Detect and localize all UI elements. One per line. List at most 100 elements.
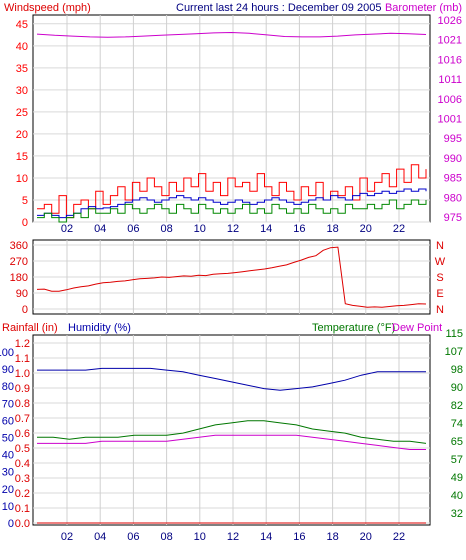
rainfall-tick-label: 1.1 <box>15 353 30 365</box>
hour-tick-label: 12 <box>227 223 239 235</box>
temperature-tick-label: 49 <box>451 472 463 484</box>
hour-tick-label: 20 <box>360 223 372 235</box>
windspeed-tick-label: 5 <box>22 195 28 207</box>
barometer-tick-label: 990 <box>444 153 462 165</box>
compass-tick-label: S <box>436 272 443 284</box>
hour-tick-label: 14 <box>260 531 272 543</box>
rainfall-tick-label: 0.2 <box>15 488 30 500</box>
temperature-tick-label: 74 <box>451 418 463 430</box>
hour-tick-label: 10 <box>194 531 206 543</box>
direction-tick-label: 0 <box>22 304 28 316</box>
rainfall-tick-label: 0.8 <box>15 398 30 410</box>
barometer-tick-label: 985 <box>444 173 462 185</box>
hour-tick-label: 06 <box>127 223 139 235</box>
hour-tick-label: 16 <box>293 531 305 543</box>
humidity-tick-label: 60 <box>2 415 14 427</box>
hour-tick-label: 02 <box>61 223 73 235</box>
direction-tick-label: 270 <box>10 256 28 268</box>
hour-tick-label: 04 <box>94 531 106 543</box>
humidity-tick-label: 70 <box>2 398 14 410</box>
temperature-tick-label: 57 <box>451 454 463 466</box>
wind-panel: 0510152025303540459759809859909951001100… <box>16 15 462 235</box>
windspeed-tick-label: 40 <box>16 41 28 53</box>
rainfall-tick-label: 0.5 <box>15 443 30 455</box>
compass-tick-label: N <box>436 304 444 316</box>
barometer-tick-label: 980 <box>444 192 462 204</box>
hour-tick-label: 18 <box>326 531 338 543</box>
temperature-tick-label: 115 <box>445 328 463 340</box>
windspeed-tick-label: 0 <box>22 217 28 229</box>
humidity-panel: 0.0 0.1 0.2 0.3 0.4 0.5 0.6 0.7 0.8 0.9 1.0 1.1 1.2 0… <box>0 328 463 543</box>
windspeed-tick-label: 20 <box>16 129 28 141</box>
barometer-tick-label: 995 <box>444 133 462 145</box>
temperature-tick-label: 107 <box>445 346 463 358</box>
compass-tick-label: E <box>436 288 443 300</box>
rainfall-tick-label: 0.4 <box>15 458 30 470</box>
hour-tick-label: 16 <box>293 223 305 235</box>
temperature-tick-label: 90 <box>451 382 463 394</box>
wind-gust-low-line <box>37 199 427 223</box>
wind-speed-line <box>37 164 427 219</box>
humidity-tick-label: 40 <box>2 450 14 462</box>
hour-tick-label: 14 <box>260 223 272 235</box>
windspeed-tick-label: 25 <box>16 107 28 119</box>
wind-avg-line <box>37 188 427 219</box>
hour-tick-label: 12 <box>227 531 239 543</box>
humidity-line <box>37 367 426 391</box>
temperature-axis-label: Temperature (°F) <box>312 322 395 334</box>
rainfall-tick-label: 0.1 <box>15 503 30 515</box>
windspeed-tick-label: 10 <box>16 173 28 185</box>
hour-tick-label: 18 <box>326 223 338 235</box>
windspeed-tick-label: 35 <box>16 63 28 75</box>
humidity-tick-label: 10 <box>2 501 14 513</box>
temperature-tick-label: 82 <box>451 400 463 412</box>
humidity-tick-label: 100 <box>0 347 14 359</box>
humidity-tick-label: 30 <box>2 467 14 479</box>
temperature-tick-label: 65 <box>451 436 463 448</box>
rainfall-tick-label: 0.0 <box>15 518 30 530</box>
temperature-tick-label: 98 <box>451 364 463 376</box>
barometer-axis-label: Barometer (mb) <box>385 2 462 14</box>
humidity-tick-label: 50 <box>2 433 14 445</box>
compass-tick-label: N <box>436 240 444 252</box>
wind-direction-line <box>36 246 427 308</box>
barometer-tick-label: 975 <box>444 212 462 224</box>
humidity-tick-label: 20 <box>2 484 14 496</box>
humidity-panel-frame <box>32 334 431 526</box>
rainfall-axis-label: Rainfall (in) <box>2 322 58 334</box>
hour-tick-label: 10 <box>194 223 206 235</box>
barometer-tick-label: 1011 <box>438 74 462 86</box>
hour-tick-label: 06 <box>127 531 139 543</box>
compass-tick-label: W <box>435 256 446 268</box>
direction-tick-label: 360 <box>10 240 28 252</box>
windspeed-axis-label: Windspeed (mph) <box>4 2 91 14</box>
dew-point-line <box>37 434 426 450</box>
humidity-tick-label: 0 <box>8 518 14 530</box>
barometer-tick-label: 1021 <box>438 35 462 47</box>
windspeed-tick-label: 15 <box>16 151 28 163</box>
barometer-tick-label: 1016 <box>438 54 462 66</box>
hour-tick-label: 02 <box>61 531 73 543</box>
windspeed-tick-label: 45 <box>16 19 28 31</box>
rainfall-tick-label: 0.9 <box>15 383 30 395</box>
temperature-tick-label: 32 <box>451 508 463 520</box>
hour-tick-label: 22 <box>393 223 405 235</box>
temperature-line <box>37 420 427 444</box>
temperature-tick-label: 40 <box>451 490 463 502</box>
barometer-line <box>36 31 427 38</box>
hour-tick-label: 20 <box>360 531 372 543</box>
direction-tick-label: 90 <box>16 288 28 300</box>
hour-tick-label: 08 <box>160 223 172 235</box>
rainfall-tick-label: 1.2 <box>15 338 30 350</box>
rainfall-tick-label: 0.3 <box>15 473 30 485</box>
rainfall-tick-label: 0.6 <box>15 428 30 440</box>
hour-tick-label: 22 <box>393 531 405 543</box>
rainfall-tick-label: 0.7 <box>15 413 30 425</box>
dew-point-axis-label: Dew Point <box>392 322 442 334</box>
humidity-tick-label: 80 <box>2 381 14 393</box>
hour-tick-label: 08 <box>160 531 172 543</box>
hour-tick-label: 04 <box>94 223 106 235</box>
